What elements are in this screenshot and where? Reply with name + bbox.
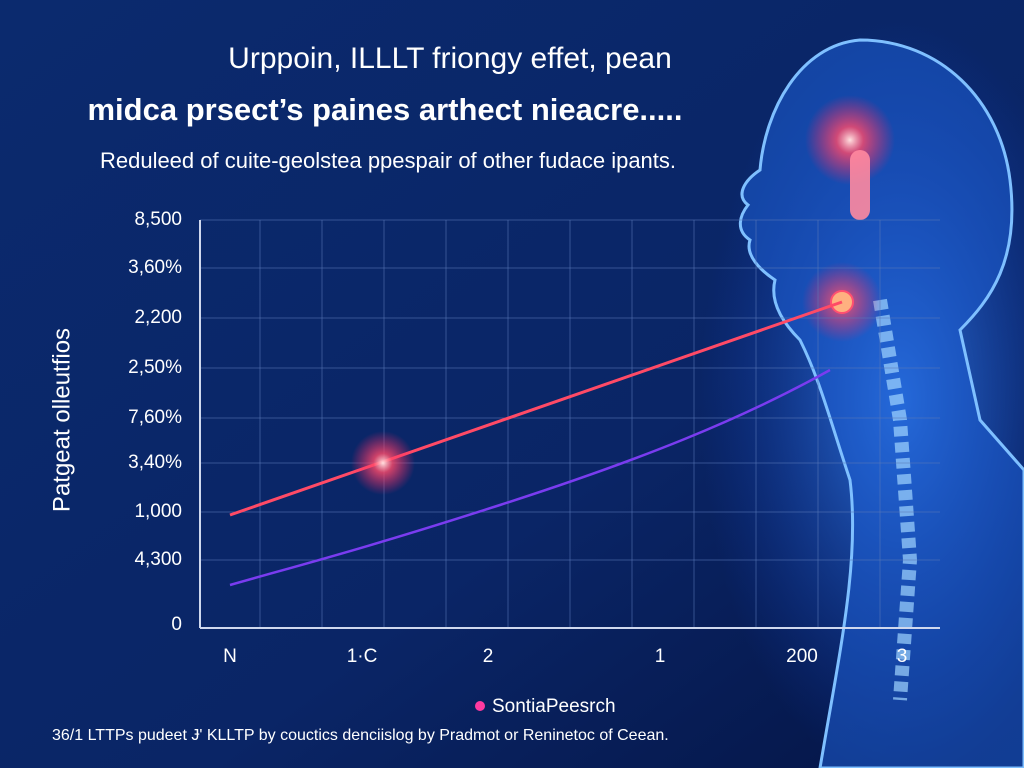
human-figure xyxy=(700,20,1024,768)
y-tick-label: 4,300 xyxy=(134,549,182,570)
red-line xyxy=(229,300,843,517)
x-tick-label: 200 xyxy=(786,646,818,667)
subtitle: Reduleed of cuite-geolstea ppespair of o… xyxy=(100,148,676,173)
y-tick-label: 8,500 xyxy=(134,209,182,230)
ticks: 8,500 3,60% 2,200 2,50% 7,60% 3,40% 1,000 4,300… xyxy=(128,209,907,667)
x-tick-label: 3 xyxy=(897,646,908,667)
x-tick-label: 2 xyxy=(483,646,494,667)
legend-marker xyxy=(475,701,485,711)
x-tick-label: 1·C xyxy=(347,646,378,667)
y-tick-label: 7,60% xyxy=(128,407,182,428)
y-tick-label: 3,40% xyxy=(128,452,182,473)
title: midca prsect’s paines arthect nieacre...… xyxy=(87,92,682,127)
x-tick-label: N xyxy=(223,646,237,667)
y-tick-label: 2,200 xyxy=(134,307,182,328)
title: Urppoin, ILLLT friongy effet, pean xyxy=(228,42,672,75)
y-tick-label: 0 xyxy=(171,614,182,635)
y-tick-label: 3,60% xyxy=(128,257,182,278)
legend-label: SontiaPeesrch xyxy=(492,696,616,717)
y-tick-label: 2,50% xyxy=(128,357,182,378)
grid xyxy=(200,219,940,628)
x-tick-label: 1 xyxy=(655,646,666,667)
y-tick-label: 1,000 xyxy=(134,501,182,522)
purple-line xyxy=(229,368,831,587)
y-axis-label: Patgeat olleutfios xyxy=(48,328,75,512)
footnote: 36/1 LTTPs pudeet Ɉ' KLLTP by couctics d… xyxy=(52,727,669,744)
highlight-point xyxy=(351,431,415,495)
